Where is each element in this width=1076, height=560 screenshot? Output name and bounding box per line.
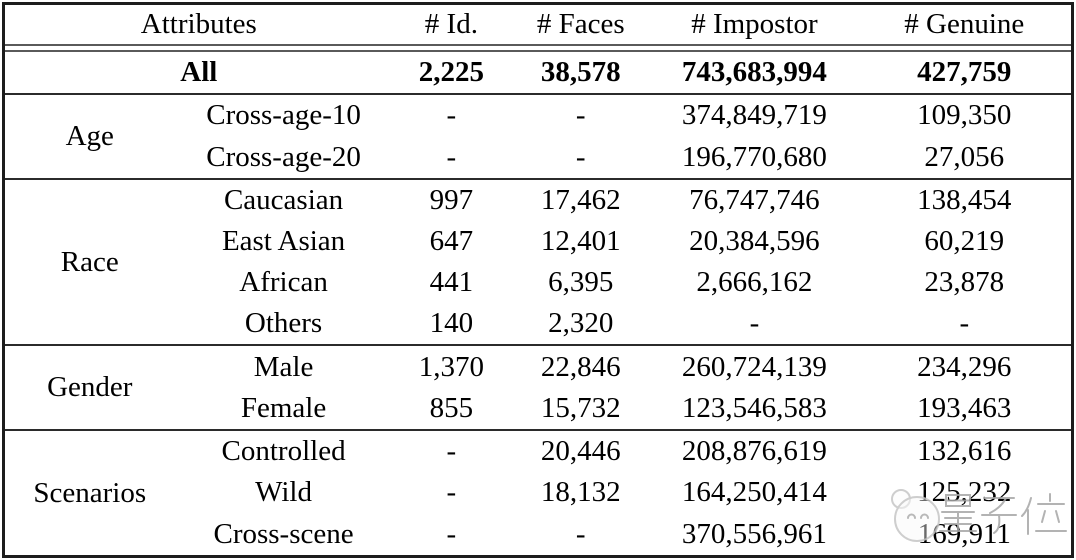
row-caucasian: Race Caucasian 997 17,462 76,747,746 138… [3,177,1073,346]
header-genuine: # Genuine [857,3,1073,46]
row-controlled: Scenarios Controlled - 20,446 208,876,61… [3,429,1073,557]
cell-genuine: 427,759 [917,55,1012,88]
cell-impostor: - [749,307,760,340]
attribute-cell: African [239,266,328,299]
group-gender: Gender [3,344,175,431]
cell-genuine: 23,878 [924,266,1005,299]
cell-faces: - [575,517,586,550]
double-rule-gap [3,44,1073,52]
cell-id: - [446,140,457,173]
cell-impostor: 123,546,583 [681,391,827,424]
row-female: Female 855 15,732 123,546,583 193,463 [4,388,1073,430]
row-all: All 2,225 38,578 743,683,994 427,759 [4,51,1073,95]
attribute-cell: Cross-age-20 [206,140,361,173]
attribute-cell: East Asian [221,225,346,258]
cell-genuine: - [959,307,970,340]
cell-faces: 17,462 [510,177,652,221]
cell-id: 2,225 [418,55,484,88]
cell-id: 441 [429,266,474,299]
cell-impostor: 20,384,596 [689,225,820,258]
header-id: # Id. [392,3,511,46]
cell-faces: 15,732 [540,391,621,424]
cell-id: - [446,517,457,550]
cell-faces: - [510,93,652,137]
cell-id: 647 [429,225,474,258]
cell-id: - [392,93,511,137]
group-race: Race [3,177,175,346]
attribute-cell: Caucasian [174,177,393,221]
cell-faces: 6,395 [548,266,614,299]
group-age: Age [3,93,175,179]
attribute-cell: Cross-scene [213,517,354,550]
cell-genuine: 193,463 [917,391,1012,424]
group-scenarios: Scenarios [3,429,175,557]
cell-genuine: 60,219 [924,225,1005,258]
cell-id: 1,370 [392,344,511,388]
cell-impostor: 164,250,414 [681,476,827,509]
header-row: Attributes # Id. # Faces # Impostor # Ge… [3,3,1073,46]
cell-faces: - [575,140,586,173]
header-impostor: # Impostor [651,3,858,46]
attribute-cell: Male [174,344,393,388]
cell-faces: 22,846 [510,344,652,388]
header-faces: # Faces [510,3,652,46]
cell-impostor: 76,747,746 [651,177,858,221]
cell-id: 855 [429,391,474,424]
cell-id: - [446,476,457,509]
cell-genuine: 109,350 [857,93,1073,137]
attribute-cell: Others [244,307,323,340]
cell-impostor: 208,876,619 [651,429,858,473]
row-cross-age-20: Cross-age-20 - - 196,770,680 27,056 [4,136,1073,178]
cell-faces: 12,401 [540,225,621,258]
attribute-cell: Controlled [174,429,393,473]
attribute-cell: Wild [255,476,312,509]
row-african: African 441 6,395 2,666,162 23,878 [4,262,1073,303]
row-others: Others 140 2,320 - - [4,303,1073,345]
row-east-asian: East Asian 647 12,401 20,384,596 60,219 [4,221,1073,262]
attribute-cell: Female [240,391,327,424]
cell-faces: 20,446 [510,429,652,473]
cell-impostor: 370,556,961 [681,517,827,550]
cell-genuine: 132,616 [857,429,1073,473]
cell-id: 997 [392,177,511,221]
cell-impostor: 2,666,162 [696,266,813,299]
cell-genuine: 138,454 [857,177,1073,221]
cell-id: - [392,429,511,473]
cell-id: 140 [429,307,474,340]
cell-faces: 18,132 [540,476,621,509]
all-label: All [180,55,218,88]
attribute-cell: Cross-age-10 [174,93,393,137]
header-attributes: Attributes [3,3,393,46]
cell-impostor: 743,683,994 [681,55,827,88]
cell-faces: 2,320 [548,307,614,340]
cell-genuine: 234,296 [857,344,1073,388]
row-cross-age-10: Age Cross-age-10 - - 374,849,719 109,350 [3,93,1073,179]
cell-impostor: 260,724,139 [651,344,858,388]
cell-impostor: 374,849,719 [651,93,858,137]
cell-faces: 38,578 [540,55,621,88]
cell-genuine: 169,911 [917,517,1011,550]
row-male: Gender Male 1,370 22,846 260,724,139 234… [3,344,1073,431]
cell-impostor: 196,770,680 [681,140,827,173]
cell-genuine: 125,232 [917,476,1012,509]
cell-genuine: 27,056 [924,140,1005,173]
